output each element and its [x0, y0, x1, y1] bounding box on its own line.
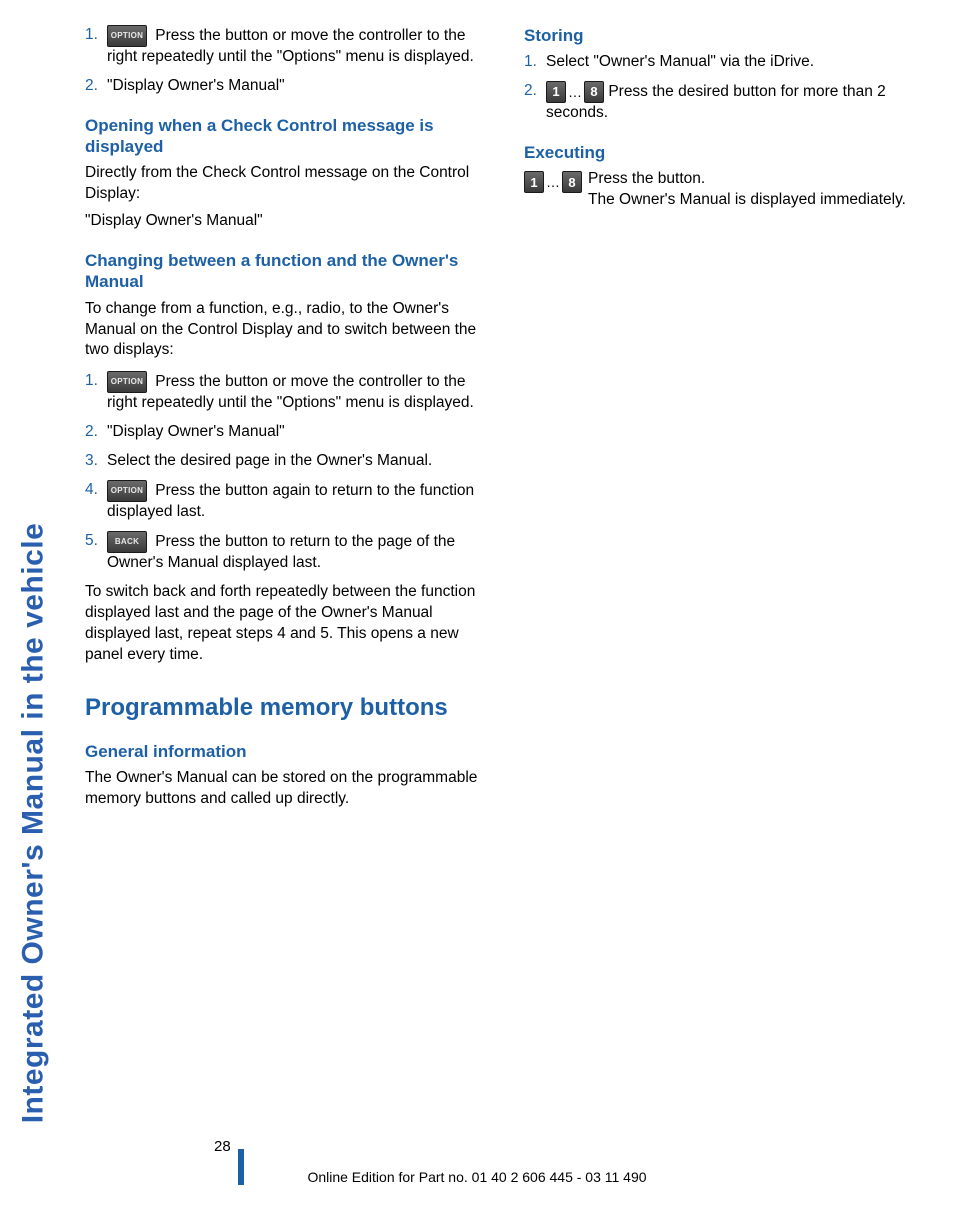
step-text: Press the button or move the controller …: [107, 27, 474, 65]
heading-programmable: Programmable memory buttons: [85, 694, 494, 723]
body-text: To switch back and forth repeatedly betw…: [85, 582, 494, 666]
left-column: 1. OPTION Press the button or move the c…: [85, 25, 494, 816]
ellipsis-icon: …: [546, 173, 560, 192]
body-text: The Owner's Manual can be stored on the …: [85, 768, 494, 810]
preset-range: 1…8: [546, 83, 608, 100]
preset-range: 1…8: [524, 171, 582, 193]
option-icon: OPTION: [107, 25, 147, 47]
step-text: "Display Owner's Manual": [107, 422, 494, 443]
step-number: 2.: [85, 422, 107, 443]
preset-8-icon: 8: [584, 81, 604, 103]
right-column: Storing 1. Select "Owner's Manual" via t…: [524, 25, 924, 816]
step-body: 1…8 Press the desired button for more th…: [546, 81, 924, 124]
option-icon: OPTION: [107, 480, 147, 502]
step-text: Press the button again to return to the …: [107, 482, 474, 520]
back-icon: BACK: [107, 531, 147, 553]
content-area: 1. OPTION Press the button or move the c…: [85, 25, 924, 816]
step-number: 2.: [85, 76, 107, 97]
list-item: 1. Select "Owner's Manual" via the iDriv…: [524, 52, 924, 73]
list-item: 2. "Display Owner's Manual": [85, 76, 494, 97]
list-item: 5. BACK Press the button to return to th…: [85, 531, 494, 574]
body-text: To change from a function, e.g., radio, …: [85, 299, 494, 362]
body-text: The Owner's Manual is displayed immediat…: [588, 191, 906, 208]
preset-8-icon: 8: [562, 171, 582, 193]
list-item: 1. OPTION Press the button or move the c…: [85, 371, 494, 414]
list-item: 4. OPTION Press the button again to retu…: [85, 480, 494, 523]
heading-changing: Changing between a function and the Owne…: [85, 250, 494, 293]
body-text: Directly from the Check Control message …: [85, 163, 494, 205]
step-body: OPTION Press the button or move the cont…: [107, 25, 494, 68]
step-number: 1.: [85, 371, 107, 392]
preset-1-icon: 1: [546, 81, 566, 103]
list-item: 3. Select the desired page in the Owner'…: [85, 451, 494, 472]
footer-line: Online Edition for Part no. 01 40 2 606 …: [0, 1169, 954, 1185]
list-item: 1. OPTION Press the button or move the c…: [85, 25, 494, 68]
list-item: 2. "Display Owner's Manual": [85, 422, 494, 443]
heading-executing: Executing: [524, 142, 924, 163]
step-text: Press the button or move the controller …: [107, 373, 474, 411]
changing-steps-list: 1. OPTION Press the button or move the c…: [85, 371, 494, 574]
page-number: 28: [214, 1138, 231, 1155]
step-number: 1.: [85, 25, 107, 46]
body-text: Press the button.: [588, 170, 705, 187]
heading-check-control: Opening when a Check Control message is …: [85, 115, 494, 158]
step-number: 4.: [85, 480, 107, 501]
executing-text-block: Press the button. The Owner's Manual is …: [588, 169, 906, 211]
step-number: 5.: [85, 531, 107, 552]
step-text: Press the button to return to the page o…: [107, 533, 455, 571]
step-body: BACK Press the button to return to the p…: [107, 531, 494, 574]
storing-steps-list: 1. Select "Owner's Manual" via the iDriv…: [524, 52, 924, 124]
intro-steps-list: 1. OPTION Press the button or move the c…: [85, 25, 494, 97]
step-number: 1.: [524, 52, 546, 73]
option-icon: OPTION: [107, 371, 147, 393]
preset-1-icon: 1: [524, 171, 544, 193]
step-text: "Display Owner's Manual": [107, 76, 494, 97]
side-tab: Integrated Owner's Manual in the vehicle: [10, 20, 56, 840]
heading-storing: Storing: [524, 25, 924, 46]
step-text: Select the desired page in the Owner's M…: [107, 451, 494, 472]
step-number: 2.: [524, 81, 546, 102]
step-number: 3.: [85, 451, 107, 472]
executing-block: 1…8 Press the button. The Owner's Manual…: [524, 169, 924, 211]
side-tab-label: Integrated Owner's Manual in the vehicle: [16, 523, 50, 1124]
step-body: OPTION Press the button or move the cont…: [107, 371, 494, 414]
step-text: Select "Owner's Manual" via the iDrive.: [546, 52, 924, 73]
ellipsis-icon: …: [568, 83, 582, 102]
step-body: OPTION Press the button again to return …: [107, 480, 494, 523]
list-item: 2. 1…8 Press the desired button for more…: [524, 81, 924, 124]
heading-general-info: General information: [85, 741, 494, 762]
body-text: "Display Owner's Manual": [85, 211, 494, 232]
